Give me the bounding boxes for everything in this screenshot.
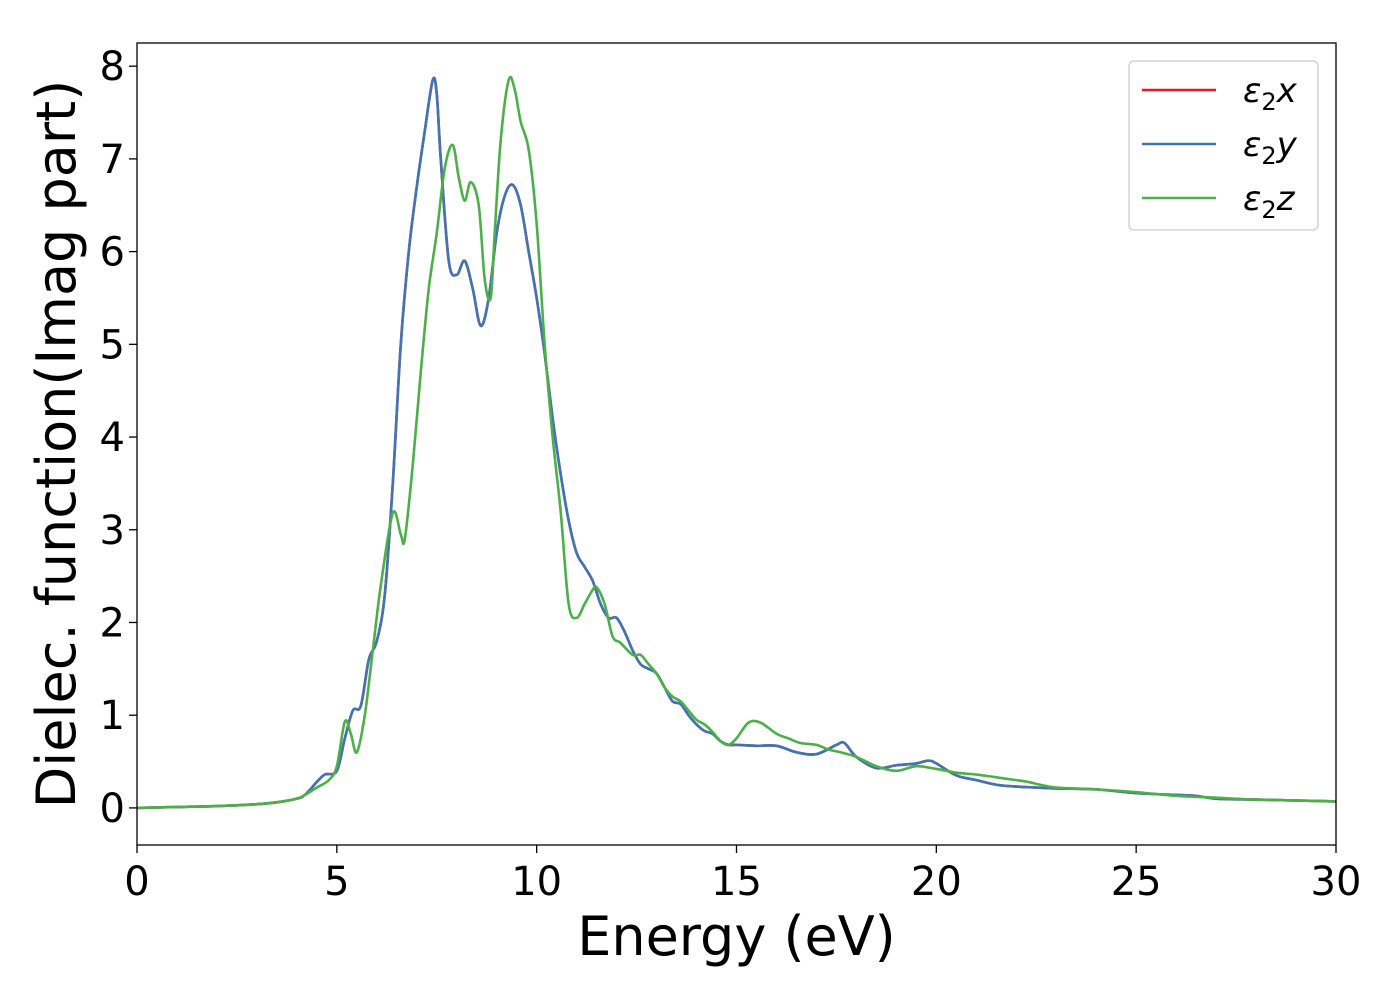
legend-label-z: ε2z: [1243, 179, 1296, 224]
y-tick-label: 6: [100, 230, 125, 276]
series-line-y: [137, 76, 1336, 810]
y-axis-title: Dielec. function(Imag part): [25, 80, 88, 809]
y-tick-label: 8: [100, 44, 125, 90]
x-tick-label: 20: [911, 859, 962, 905]
axes: 0 5 10 15 20 25 30 0 1 2 3 4 5 6 7 8: [100, 42, 1361, 905]
x-tick-label: 15: [711, 859, 762, 905]
plot-lines: [137, 75, 1336, 810]
y-tick-label: 2: [100, 600, 125, 646]
y-tick-label: 3: [100, 508, 125, 554]
x-tick-label: 5: [324, 859, 349, 905]
y-tick-label: 7: [100, 137, 125, 183]
legend-label-y: ε2y: [1243, 125, 1298, 170]
x-tick-label: 10: [511, 859, 562, 905]
x-tick-label: 25: [1111, 859, 1162, 905]
x-tick-label: 0: [124, 859, 149, 905]
y-tick-label: 5: [100, 322, 125, 368]
x-tick-label: 30: [1311, 859, 1362, 905]
series-line-z: [137, 75, 1336, 810]
x-axis-title: Energy (eV): [577, 905, 896, 968]
y-tick-label: 1: [100, 693, 125, 739]
legend: ε2x ε2y ε2z: [1128, 60, 1319, 231]
x-axis-ticks: 0 5 10 15 20 25 30: [124, 845, 1361, 905]
y-tick-label: 0: [100, 786, 125, 832]
y-tick-label: 4: [100, 415, 125, 461]
y-axis-ticks: 0 1 2 3 4 5 6 7 8: [100, 44, 137, 832]
legend-box: [1128, 60, 1319, 231]
legend-label-x: ε2x: [1243, 71, 1298, 116]
